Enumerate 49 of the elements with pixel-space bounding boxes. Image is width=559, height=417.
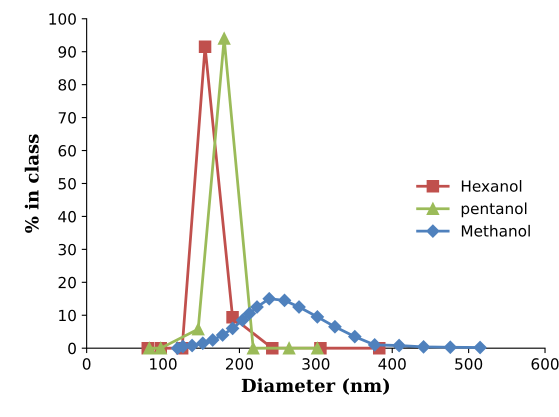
point [198,40,212,54]
point [216,328,230,342]
y-tick-label: 20 [58,276,76,288]
point [348,330,362,344]
point [218,32,230,45]
x-tick-label: 100 [150,358,177,370]
point [282,342,296,354]
legend-label: Methanol [462,224,530,237]
point [185,338,199,352]
point [392,338,406,352]
x-tick-label: 500 [455,358,482,370]
point [368,338,382,352]
y-axis-title: % in class [24,134,39,233]
x-tick-label: 0 [82,358,90,370]
point [444,340,457,354]
point [246,342,260,354]
point [242,307,256,320]
y-tick-label: 30 [58,244,76,256]
point [236,314,250,327]
y-tick-label: 70 [58,112,76,124]
point [206,333,220,347]
point [226,322,240,336]
y-tick-label: 10 [59,310,76,322]
point [328,320,342,334]
point [474,340,487,354]
x-axis-title: Diameter (nm) [242,378,389,395]
y-tick-label: 0 [68,342,76,354]
y-tick-label: 60 [58,145,76,157]
y-tick-label: 40 [58,210,76,222]
point [250,300,264,314]
point [192,322,204,336]
legend-label: pentanol [462,202,526,218]
legend-label: Hexanol [462,180,522,192]
y-tick-label: 90 [58,46,76,58]
point [196,336,210,350]
point [311,342,324,354]
x-tick-label: 400 [378,358,406,370]
x-tick-label: 200 [226,358,254,370]
point [226,310,239,324]
point [416,340,430,354]
point [310,310,324,324]
y-tick-label: 80 [58,79,76,91]
y-tick-label: 50 [58,178,76,190]
point [262,292,276,306]
y-tick-label: 100 [49,13,76,25]
point [278,294,292,308]
x-tick-label: 300 [302,358,330,370]
x-tick-label: 600 [532,358,559,370]
point [292,300,306,314]
